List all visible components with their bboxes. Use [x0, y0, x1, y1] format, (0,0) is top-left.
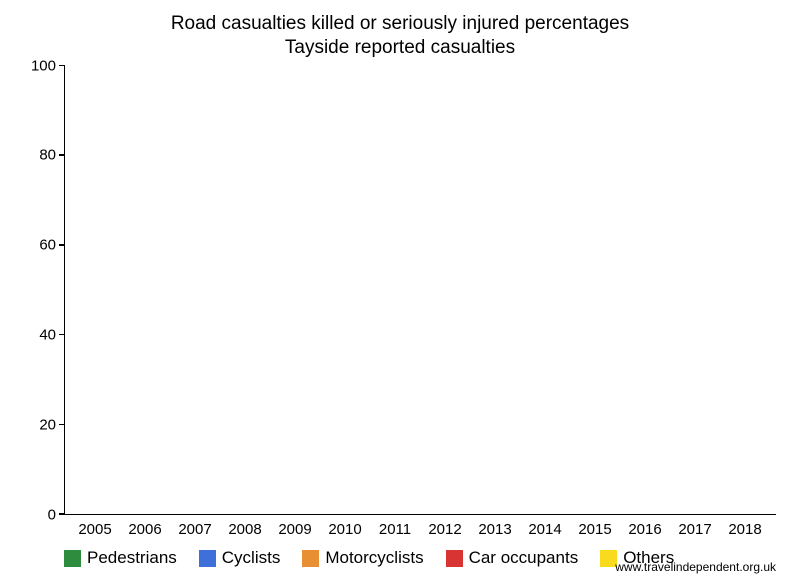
- x-tick-label: 2018: [723, 521, 767, 538]
- bars: [65, 66, 776, 515]
- y-tick-label: 60: [39, 237, 56, 254]
- legend-label: Cyclists: [222, 548, 281, 568]
- legend-swatch: [199, 550, 216, 567]
- y-tick-label: 20: [39, 417, 56, 434]
- plot-area: 020406080100: [24, 66, 776, 516]
- x-tick-label: 2010: [323, 521, 367, 538]
- x-tick-label: 2006: [123, 521, 167, 538]
- legend-swatch: [446, 550, 463, 567]
- y-tick-mark: [59, 424, 65, 426]
- y-tick-label: 40: [39, 327, 56, 344]
- legend-label: Motorcyclists: [325, 548, 423, 568]
- x-tick-label: 2013: [473, 521, 517, 538]
- y-tick-label: 100: [31, 57, 56, 74]
- x-tick-label: 2008: [223, 521, 267, 538]
- y-tick-mark: [59, 65, 65, 67]
- title-line-2: Tayside reported casualties: [24, 36, 776, 60]
- y-tick-mark: [59, 244, 65, 246]
- y-tick-label: 80: [39, 147, 56, 164]
- y-axis: 020406080100: [24, 66, 64, 516]
- x-tick-label: 2012: [423, 521, 467, 538]
- x-tick-label: 2009: [273, 521, 317, 538]
- chart-container: Road casualties killed or seriously inju…: [0, 0, 800, 580]
- legend-swatch: [302, 550, 319, 567]
- legend-item-motorcyclists: Motorcyclists: [302, 548, 423, 568]
- x-tick-label: 2005: [73, 521, 117, 538]
- y-tick-mark: [59, 154, 65, 156]
- x-axis: 2005 2006 2007 2008 2009 2010 2011 2012 2013 2014…: [64, 515, 776, 538]
- y-tick-label: 0: [48, 507, 56, 524]
- x-tick-label: 2017: [673, 521, 717, 538]
- legend-item-pedestrians: Pedestrians: [64, 548, 177, 568]
- x-tick-label: 2016: [623, 521, 667, 538]
- x-tick-label: 2011: [373, 521, 417, 538]
- footer-url: www.travelindependent.org.uk: [615, 560, 776, 574]
- title-line-1: Road casualties killed or seriously inju…: [24, 12, 776, 36]
- legend-label: Pedestrians: [87, 548, 177, 568]
- legend-swatch: [64, 550, 81, 567]
- x-tick-label: 2007: [173, 521, 217, 538]
- plot: [64, 66, 776, 516]
- x-tick-label: 2014: [523, 521, 567, 538]
- legend-label: Car occupants: [469, 548, 579, 568]
- x-tick-label: 2015: [573, 521, 617, 538]
- legend-item-cyclists: Cyclists: [199, 548, 281, 568]
- chart-title: Road casualties killed or seriously inju…: [24, 12, 776, 60]
- y-tick-mark: [59, 513, 65, 515]
- y-tick-mark: [59, 334, 65, 336]
- legend-item-car_occupants: Car occupants: [446, 548, 579, 568]
